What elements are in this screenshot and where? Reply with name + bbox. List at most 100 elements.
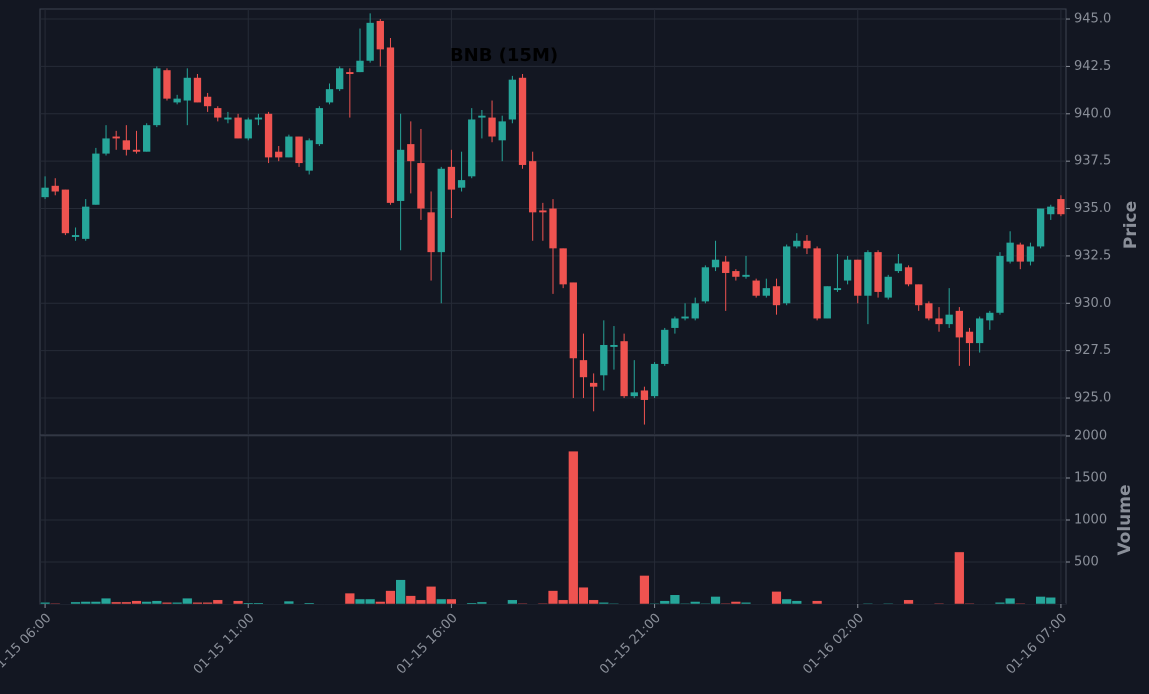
candle-body bbox=[447, 166, 456, 190]
y-tick-label: 935.0 bbox=[1074, 201, 1111, 216]
volume-bar bbox=[50, 602, 61, 605]
candle-body bbox=[417, 163, 425, 209]
candle-body bbox=[407, 144, 415, 162]
volume-bar bbox=[669, 594, 681, 605]
candle-body bbox=[620, 341, 628, 397]
candle-body bbox=[732, 271, 740, 277]
volume-bar bbox=[425, 586, 437, 605]
candle-body bbox=[996, 255, 1004, 313]
candle-body bbox=[650, 363, 659, 397]
volume-bar bbox=[710, 596, 721, 605]
candle-body bbox=[325, 89, 334, 103]
volume-bar bbox=[1035, 596, 1046, 605]
candle-body bbox=[102, 138, 110, 154]
candle-body bbox=[183, 77, 191, 101]
candle-body bbox=[112, 136, 120, 139]
candle-body bbox=[336, 68, 344, 90]
candle-body bbox=[986, 312, 994, 321]
candle-body bbox=[630, 392, 638, 397]
chart-title: BNB (15M) bbox=[450, 45, 558, 66]
candle-body bbox=[51, 185, 59, 192]
candle-body bbox=[478, 115, 486, 118]
volume-bar bbox=[507, 599, 518, 605]
volume-bar bbox=[395, 579, 406, 605]
candle-body bbox=[437, 168, 445, 253]
candle-body bbox=[965, 331, 974, 344]
volume-bar bbox=[578, 586, 589, 605]
volume-bar bbox=[466, 602, 477, 605]
volume-bar bbox=[365, 598, 376, 605]
candle-body bbox=[539, 210, 547, 213]
candle-body bbox=[346, 72, 354, 74]
candle-body bbox=[884, 276, 892, 298]
volume-bar bbox=[568, 450, 579, 605]
y-tick-label: 940.0 bbox=[1074, 106, 1111, 121]
volume-bar bbox=[344, 592, 355, 605]
y-axis-label: Price bbox=[1121, 201, 1141, 249]
candle-body bbox=[671, 318, 679, 328]
candle-body bbox=[904, 267, 913, 285]
candle-body bbox=[874, 252, 882, 292]
candle-body bbox=[549, 208, 557, 249]
volume-bar bbox=[811, 600, 823, 605]
volume-bar bbox=[192, 602, 203, 605]
candle-body bbox=[752, 280, 760, 296]
volume-bar bbox=[283, 600, 295, 605]
candle-body bbox=[640, 390, 649, 400]
candle-body bbox=[1026, 246, 1035, 262]
volume-bar bbox=[517, 602, 528, 605]
candle-body bbox=[315, 108, 324, 145]
y-tick-label: 930.0 bbox=[1074, 296, 1111, 311]
volume-bar bbox=[161, 602, 173, 605]
volume-tick-label: 2000 bbox=[1074, 429, 1107, 444]
candle-body bbox=[518, 77, 527, 165]
candle-body bbox=[508, 79, 517, 120]
volume-bar bbox=[476, 601, 488, 605]
candle-body bbox=[722, 261, 730, 273]
candle-body bbox=[193, 77, 202, 103]
volume-bar bbox=[690, 601, 701, 605]
volume-bar bbox=[730, 601, 741, 605]
candle-body bbox=[275, 151, 283, 158]
candle-body bbox=[163, 70, 171, 99]
candle-body bbox=[661, 329, 669, 364]
candle-body bbox=[356, 60, 364, 73]
y-tick-label: 925.0 bbox=[1074, 391, 1111, 406]
y-tick-label: 945.0 bbox=[1074, 12, 1111, 27]
candle-body bbox=[843, 259, 852, 281]
volume-bar bbox=[740, 602, 752, 605]
volume-bar bbox=[354, 598, 366, 605]
candle-body bbox=[782, 246, 791, 304]
volume-bar bbox=[151, 600, 162, 605]
candle-body bbox=[468, 119, 476, 177]
volume-bar bbox=[588, 599, 599, 605]
volume-bar bbox=[720, 602, 731, 605]
volume-bar bbox=[232, 600, 244, 605]
volume-bar bbox=[436, 598, 447, 605]
candle-body bbox=[559, 248, 567, 285]
candle-body bbox=[925, 303, 933, 319]
candle-body bbox=[386, 47, 395, 203]
volume-bar bbox=[39, 602, 51, 605]
volume-bar bbox=[202, 602, 213, 605]
volume-bar bbox=[771, 591, 782, 605]
marks bbox=[39, 13, 1067, 605]
volume-bar bbox=[243, 602, 254, 605]
volume-bar bbox=[558, 599, 569, 605]
volume-bar bbox=[100, 597, 112, 605]
candle-body bbox=[569, 282, 577, 359]
volume-tick-label: 500 bbox=[1074, 555, 1099, 570]
candle-body bbox=[813, 248, 821, 319]
volume-bar bbox=[405, 595, 416, 605]
volume-bar bbox=[141, 601, 152, 605]
candle-body bbox=[173, 98, 181, 103]
candle-body bbox=[427, 212, 435, 253]
volume-bar bbox=[781, 598, 792, 605]
candle-body bbox=[793, 240, 801, 247]
candle-body bbox=[132, 149, 141, 152]
candle-body bbox=[61, 189, 70, 234]
volume-bar bbox=[994, 602, 1006, 605]
volume-bar bbox=[111, 601, 122, 605]
candle-body bbox=[41, 187, 49, 198]
candle-body bbox=[224, 117, 232, 120]
